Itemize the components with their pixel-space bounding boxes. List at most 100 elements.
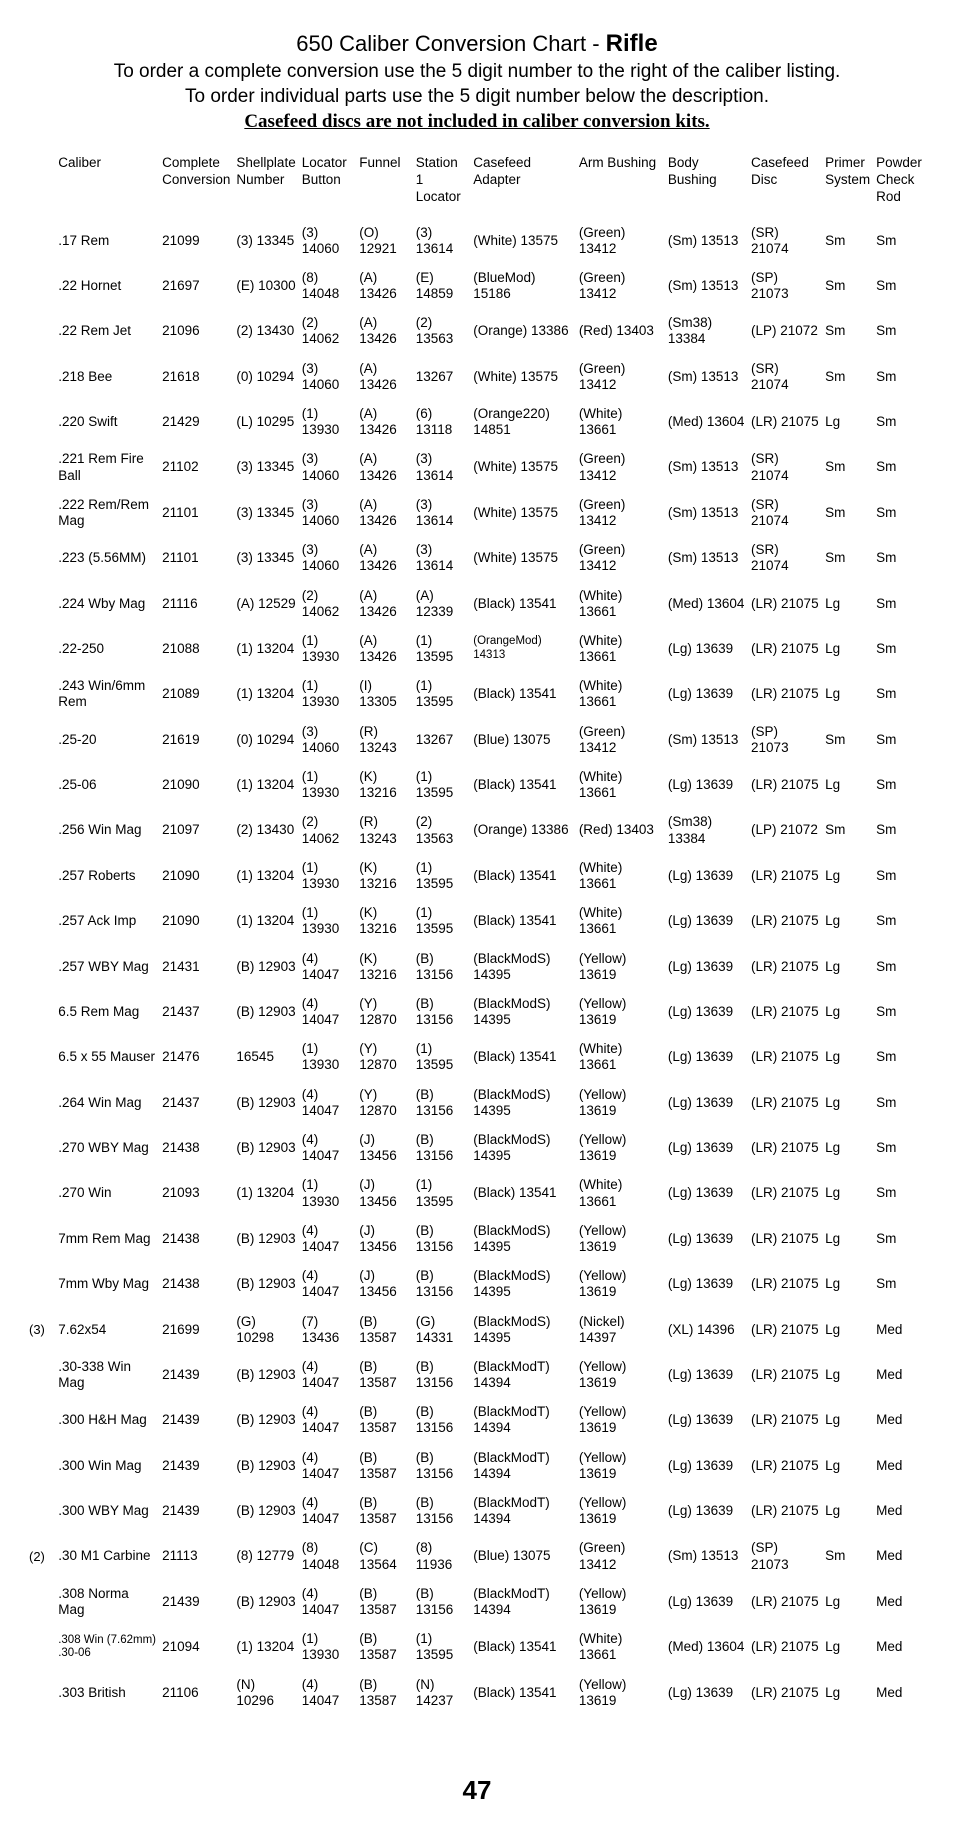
cell: (SP) 21073 bbox=[748, 263, 822, 308]
hdr-station1: Station 1 Locator bbox=[413, 151, 471, 218]
cell: (B) 13156 bbox=[413, 1262, 471, 1307]
cell: (Yellow) 13619 bbox=[576, 1216, 665, 1261]
cell: (1) 13595 bbox=[413, 763, 471, 808]
table-row: 7mm Wby Mag21438(B) 12903(4) 14047(J) 13… bbox=[26, 1262, 928, 1307]
cell: (A) 12529 bbox=[233, 581, 298, 626]
hdr-locator: Locator Button bbox=[299, 151, 357, 218]
table-row: .243 Win/6mm Rem21089(1) 13204(1) 13930(… bbox=[26, 672, 928, 717]
cell: 21438 bbox=[159, 1216, 233, 1261]
cell: Lg bbox=[822, 1398, 873, 1443]
cell: (B) 13156 bbox=[413, 1216, 471, 1261]
hdr-powder: Powder Check Rod bbox=[873, 151, 928, 218]
cell: Lg bbox=[822, 1216, 873, 1261]
cell: (K) 13216 bbox=[356, 944, 413, 989]
cell: (LR) 21075 bbox=[748, 626, 822, 671]
cell bbox=[26, 853, 55, 898]
cell: (1) 13930 bbox=[299, 763, 357, 808]
cell: (3) 13614 bbox=[413, 536, 471, 581]
cell: 21429 bbox=[159, 400, 233, 445]
cell: (Green) 13412 bbox=[576, 218, 665, 263]
cell: (Med) 13604 bbox=[665, 1625, 748, 1670]
cell: (B) 12903 bbox=[233, 1579, 298, 1624]
cell bbox=[26, 899, 55, 944]
cell: (4) 14047 bbox=[299, 1352, 357, 1397]
table-row: .218 Bee21618(0) 10294(3) 14060(A) 13426… bbox=[26, 354, 928, 399]
cell bbox=[26, 1579, 55, 1624]
cell: (Sm) 13513 bbox=[665, 218, 748, 263]
cell: (LR) 21075 bbox=[748, 1398, 822, 1443]
cell: (A) 13426 bbox=[356, 490, 413, 535]
cell: (E) 14859 bbox=[413, 263, 471, 308]
cell: (1) 13204 bbox=[233, 626, 298, 671]
cell: .257 WBY Mag bbox=[55, 944, 159, 989]
cell bbox=[26, 1035, 55, 1080]
cell: (A) 13426 bbox=[356, 536, 413, 581]
cell: (Orange) 13386 bbox=[470, 309, 576, 354]
cell: (B) 13156 bbox=[413, 1579, 471, 1624]
cell: (A) 13426 bbox=[356, 354, 413, 399]
cell: 21090 bbox=[159, 853, 233, 898]
cell: (B) 13156 bbox=[413, 1489, 471, 1534]
cell: (LR) 21075 bbox=[748, 1216, 822, 1261]
cell: (Orange220) 14851 bbox=[470, 400, 576, 445]
cell: (1) 13595 bbox=[413, 1035, 471, 1080]
cell: (Yellow) 13619 bbox=[576, 1352, 665, 1397]
cell: (A) 13426 bbox=[356, 400, 413, 445]
cell: (4) 14047 bbox=[299, 1080, 357, 1125]
cell: (White) 13661 bbox=[576, 400, 665, 445]
cell: (L) 10295 bbox=[233, 400, 298, 445]
table-row: 6.5 Rem Mag21437(B) 12903(4) 14047(Y) 12… bbox=[26, 989, 928, 1034]
cell: (Yellow) 13619 bbox=[576, 1443, 665, 1488]
cell: (LR) 21075 bbox=[748, 944, 822, 989]
cell: (B) 13156 bbox=[413, 1352, 471, 1397]
table-row: .308 Norma Mag21439(B) 12903(4) 14047(B)… bbox=[26, 1579, 928, 1624]
cell: 13267 bbox=[413, 717, 471, 762]
cell bbox=[26, 354, 55, 399]
cell: Sm bbox=[873, 263, 928, 308]
cell: (1) 13595 bbox=[413, 672, 471, 717]
table-row: .270 WBY Mag21438(B) 12903(4) 14047(J) 1… bbox=[26, 1126, 928, 1171]
cell: .30-338 Win Mag bbox=[55, 1352, 159, 1397]
cell: (Blue) 13075 bbox=[470, 1534, 576, 1579]
cell: 21439 bbox=[159, 1443, 233, 1488]
cell: Sm bbox=[873, 899, 928, 944]
cell: (LR) 21075 bbox=[748, 1262, 822, 1307]
cell: (4) 14047 bbox=[299, 1670, 357, 1715]
cell: (B) 13156 bbox=[413, 989, 471, 1034]
cell: (Green) 13412 bbox=[576, 354, 665, 399]
cell: .218 Bee bbox=[55, 354, 159, 399]
cell: Lg bbox=[822, 763, 873, 808]
cell: (BlackModT) 14394 bbox=[470, 1352, 576, 1397]
cell: (LR) 21075 bbox=[748, 1307, 822, 1352]
cell: (B) 13587 bbox=[356, 1670, 413, 1715]
cell: 7mm Wby Mag bbox=[55, 1262, 159, 1307]
: 650 Caliber Conversion Chart - bbox=[296, 31, 605, 56]
table-row: 7mm Rem Mag21438(B) 12903(4) 14047(J) 13… bbox=[26, 1216, 928, 1261]
cell: 21697 bbox=[159, 263, 233, 308]
cell: 21431 bbox=[159, 944, 233, 989]
cell: (White) 13661 bbox=[576, 1035, 665, 1080]
cell bbox=[26, 1216, 55, 1261]
cell: (2) 13430 bbox=[233, 309, 298, 354]
cell: (B) 13156 bbox=[413, 1398, 471, 1443]
hdr-complete: Complete Conversion bbox=[159, 151, 233, 218]
cell: (White) 13661 bbox=[576, 1171, 665, 1216]
cell: (LR) 21075 bbox=[748, 400, 822, 445]
cell: (White) 13575 bbox=[470, 354, 576, 399]
cell: Sm bbox=[873, 354, 928, 399]
cell: (BlueMod) 15186 bbox=[470, 263, 576, 308]
cell: (Yellow) 13619 bbox=[576, 1670, 665, 1715]
cell: 21099 bbox=[159, 218, 233, 263]
cell: (4) 14047 bbox=[299, 1262, 357, 1307]
cell: (Yellow) 13619 bbox=[576, 1398, 665, 1443]
cell: (2) 14062 bbox=[299, 309, 357, 354]
page-number: 47 bbox=[26, 1775, 928, 1806]
cell: Sm bbox=[822, 445, 873, 490]
cell: (BlackModS) 14395 bbox=[470, 1126, 576, 1171]
cell bbox=[26, 309, 55, 354]
table-row: .300 Win Mag21439(B) 12903(4) 14047(B) 1… bbox=[26, 1443, 928, 1488]
title-line4: Casefeed discs are not included in calib… bbox=[26, 111, 928, 133]
hdr-body: Body Bushing bbox=[665, 151, 748, 218]
cell: Sm bbox=[822, 536, 873, 581]
cell: (1) 13204 bbox=[233, 1625, 298, 1670]
